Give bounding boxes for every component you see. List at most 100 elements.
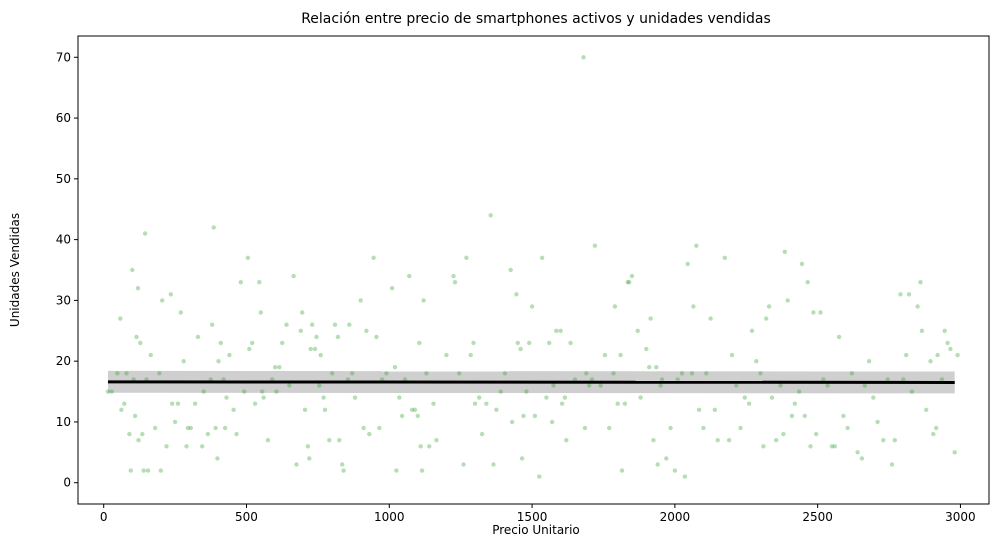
data-point (799, 261, 805, 267)
data-point (749, 328, 755, 333)
data-point (789, 413, 795, 419)
data-point (647, 365, 652, 370)
data-point (635, 328, 640, 333)
data-point (948, 346, 953, 352)
data-point (397, 395, 402, 400)
data-point (392, 365, 398, 370)
data-point (330, 371, 335, 376)
data-point (524, 389, 529, 394)
data-point (341, 468, 346, 473)
data-point (521, 413, 526, 419)
data-point (444, 352, 449, 358)
data-point (519, 456, 525, 461)
chart-title: Relación entre precio de smartphones act… (301, 11, 771, 27)
data-point (172, 419, 178, 425)
data-point (245, 255, 251, 260)
data-point (654, 365, 659, 370)
data-point (931, 431, 936, 437)
data-point (310, 322, 315, 327)
data-point (379, 377, 385, 382)
data-point (431, 401, 436, 406)
data-point (231, 407, 236, 412)
data-point (919, 328, 925, 333)
data-point (618, 352, 623, 358)
data-point (424, 371, 429, 376)
data-point (418, 444, 423, 449)
data-point (222, 425, 228, 431)
data-point (904, 352, 909, 358)
data-point (371, 255, 376, 260)
data-point (142, 231, 148, 236)
data-point (181, 359, 186, 364)
data-point (909, 389, 915, 394)
data-point (494, 407, 499, 412)
data-point (340, 462, 345, 467)
x-tick-label: 1000 (374, 510, 405, 524)
data-point (924, 407, 929, 412)
data-point (722, 255, 727, 260)
data-point (195, 334, 201, 340)
regression-line (107, 380, 955, 384)
data-point (814, 431, 819, 437)
data-point (875, 419, 880, 425)
data-point (134, 334, 139, 340)
data-point (558, 328, 563, 333)
data-point (350, 371, 355, 376)
data-point (942, 328, 947, 333)
data-point (712, 407, 717, 412)
data-point (668, 425, 673, 431)
data-point (464, 255, 469, 260)
data-point (130, 267, 135, 273)
data-point (122, 401, 127, 406)
data-point (836, 334, 842, 340)
data-point (527, 340, 532, 346)
data-point (761, 444, 766, 449)
data-point (682, 474, 688, 479)
data-point (140, 431, 145, 437)
data-point (825, 383, 830, 388)
data-point (178, 310, 183, 315)
data-point (818, 310, 823, 315)
data-point (934, 425, 939, 431)
data-point (377, 425, 382, 431)
data-point (701, 425, 706, 431)
x-tick-label: 2000 (660, 510, 691, 524)
data-point (572, 377, 578, 382)
data-point (318, 352, 323, 358)
data-point (598, 383, 603, 388)
data-point (491, 462, 496, 467)
data-point (238, 280, 243, 285)
data-point (247, 346, 252, 352)
data-point (589, 377, 595, 382)
data-point (272, 365, 278, 370)
data-point (619, 468, 625, 473)
data-point (185, 425, 191, 431)
data-point (158, 468, 163, 473)
data-point (659, 377, 665, 382)
data-point (774, 438, 779, 443)
data-point (808, 444, 813, 449)
data-point (529, 304, 535, 309)
data-point (105, 389, 111, 394)
data-point (805, 280, 810, 285)
data-point (778, 383, 783, 388)
data-point (708, 316, 713, 321)
plot-area (78, 36, 989, 504)
data-point (215, 456, 220, 461)
y-axis-title: Unidades Vendidas (8, 213, 22, 327)
x-tick-label: 1500 (517, 510, 548, 524)
data-point (132, 413, 138, 419)
data-point (514, 292, 519, 297)
data-point (434, 438, 439, 443)
data-point (201, 389, 206, 394)
data-point (124, 371, 129, 376)
data-point (384, 371, 389, 376)
data-point (664, 456, 669, 461)
data-point (461, 462, 466, 467)
data-point (192, 401, 198, 406)
y-tick-label: 0 (63, 476, 71, 490)
data-point (157, 371, 162, 376)
data-point (257, 280, 262, 285)
data-point (845, 425, 850, 431)
data-point (128, 468, 133, 473)
